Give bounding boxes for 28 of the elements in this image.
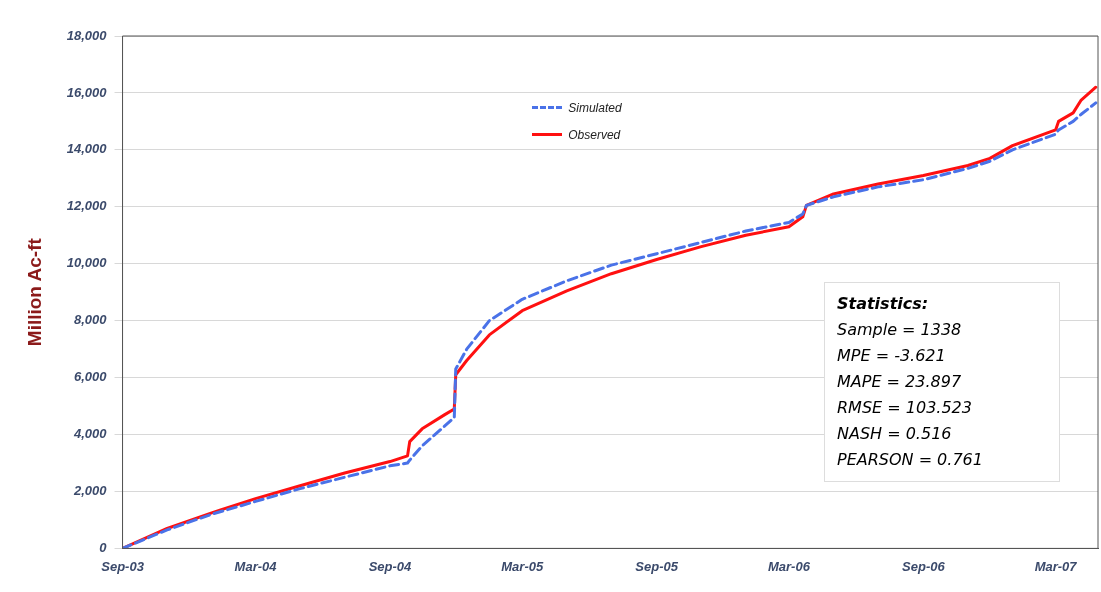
x-tick-label: Mar-04 <box>234 558 278 574</box>
y-tick-label: 18,000 <box>66 27 108 43</box>
y-tick-label: 10,000 <box>66 255 108 271</box>
annotation: MAPE = 23.897 <box>837 371 963 393</box>
annotation: NASH = 0.516 <box>837 423 953 445</box>
annotation: MPE = -3.621 <box>837 345 947 367</box>
y-tick-label: 16,000 <box>66 84 108 100</box>
y-tick-label: 4,000 <box>73 426 108 442</box>
y-tick-label: 8,000 <box>74 312 108 328</box>
legend-label: Observed <box>568 127 621 142</box>
x-tick-label: Sep-04 <box>368 558 413 574</box>
annotation: PEARSON = 0.761 <box>837 449 984 471</box>
x-tick-label: Sep-06 <box>902 558 946 574</box>
x-tick-label: Mar-06 <box>767 558 811 574</box>
y-tick-label: 2,000 <box>73 483 108 499</box>
annotation: RMSE = 103.523 <box>837 397 973 419</box>
x-tick-label: Sep-03 <box>101 558 145 574</box>
y-tick-label: 12,000 <box>66 198 108 214</box>
x-tick-label: Mar-07 <box>1034 558 1078 574</box>
y-axis-title: Million Ac-ft <box>23 237 45 347</box>
y-tick-label: 0 <box>99 539 108 555</box>
y-tick-label: 14,000 <box>66 141 108 157</box>
annotation: Statistics: <box>837 293 930 315</box>
annotation: Sample = 1338 <box>837 319 963 341</box>
x-tick-label: Mar-05 <box>501 558 544 574</box>
x-tick-label: Sep-05 <box>635 558 679 574</box>
y-tick-label: 6,000 <box>74 369 108 385</box>
legend-label: Simulated <box>568 100 622 115</box>
